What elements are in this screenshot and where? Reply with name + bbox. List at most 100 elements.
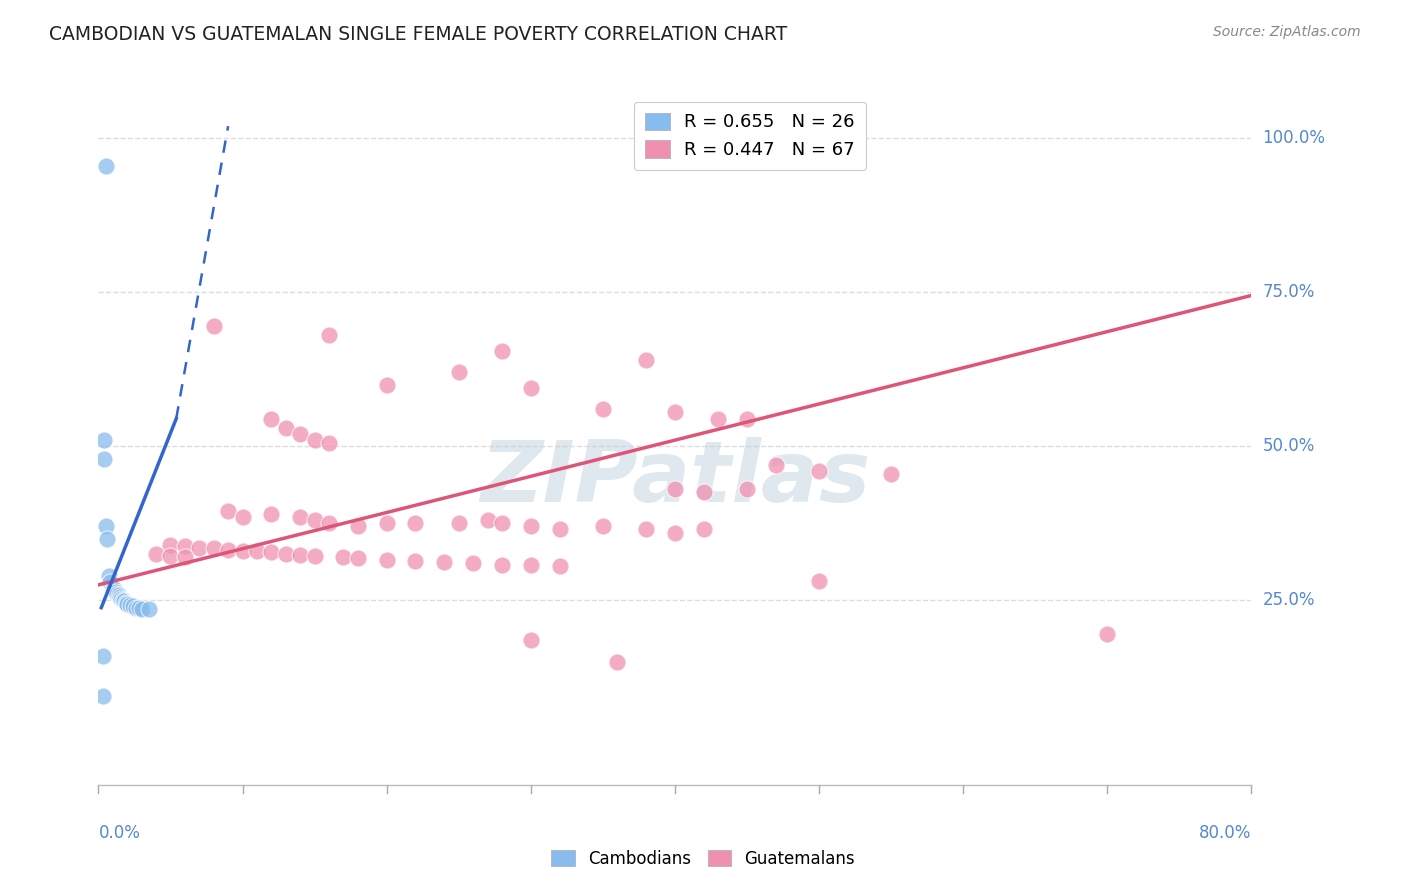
Point [159, 538, 181, 552]
Point [202, 319, 225, 334]
Point [110, 592, 132, 607]
Point [304, 549, 326, 563]
Point [318, 328, 340, 343]
Point [461, 557, 484, 571]
Point [174, 550, 197, 565]
Text: 80.0%: 80.0% [1199, 824, 1251, 842]
Point [693, 485, 716, 500]
Point [304, 433, 326, 447]
Point [520, 381, 543, 395]
Point [94, 159, 117, 173]
Point [735, 483, 758, 497]
Point [94, 519, 117, 533]
Point [375, 377, 398, 392]
Point [174, 539, 197, 553]
Point [1097, 627, 1119, 641]
Point [664, 483, 686, 497]
Text: 100.0%: 100.0% [1263, 129, 1326, 147]
Point [246, 544, 269, 558]
Point [138, 602, 160, 616]
Text: CAMBODIAN VS GUATEMALAN SINGLE FEMALE POVERTY CORRELATION CHART: CAMBODIAN VS GUATEMALAN SINGLE FEMALE PO… [49, 25, 787, 44]
Point [260, 411, 283, 425]
Point [664, 405, 686, 419]
Point [548, 523, 571, 537]
Point [108, 590, 131, 604]
Point [592, 402, 614, 417]
Point [188, 541, 211, 555]
Point [128, 601, 150, 615]
Point [122, 599, 145, 614]
Point [664, 525, 686, 540]
Point [735, 411, 758, 425]
Point [606, 655, 628, 669]
Point [707, 411, 730, 425]
Point [375, 516, 398, 531]
Point [290, 427, 312, 442]
Point [808, 464, 831, 478]
Point [97, 568, 120, 582]
Legend: Cambodians, Guatemalans: Cambodians, Guatemalans [544, 844, 862, 875]
Text: 25.0%: 25.0% [1263, 591, 1315, 609]
Text: Source: ZipAtlas.com: Source: ZipAtlas.com [1213, 25, 1361, 39]
Point [231, 544, 254, 558]
Point [91, 689, 114, 703]
Point [808, 574, 831, 588]
Point [491, 558, 513, 572]
Point [107, 588, 129, 602]
Point [290, 510, 312, 524]
Point [405, 554, 427, 568]
Point [274, 547, 297, 561]
Text: 50.0%: 50.0% [1263, 437, 1315, 455]
Point [103, 582, 125, 596]
Point [318, 436, 340, 450]
Point [332, 550, 354, 565]
Legend: R = 0.655   N = 26, R = 0.447   N = 67: R = 0.655 N = 26, R = 0.447 N = 67 [634, 102, 866, 170]
Point [346, 551, 368, 566]
Point [433, 555, 456, 569]
Point [217, 504, 239, 518]
Point [125, 600, 148, 615]
Point [112, 594, 135, 608]
Point [290, 549, 312, 563]
Point [636, 523, 658, 537]
Point [159, 549, 181, 563]
Point [592, 519, 614, 533]
Point [105, 587, 128, 601]
Point [447, 516, 470, 531]
Point [880, 467, 903, 481]
Point [765, 458, 787, 472]
Point [104, 584, 127, 599]
Point [217, 542, 239, 557]
Point [96, 532, 118, 546]
Point [346, 519, 368, 533]
Point [318, 516, 340, 531]
Point [520, 633, 543, 648]
Point [520, 558, 543, 573]
Point [375, 553, 398, 567]
Point [131, 602, 153, 616]
Point [231, 510, 254, 524]
Point [101, 581, 124, 595]
Point [304, 513, 326, 527]
Point [405, 516, 427, 531]
Point [120, 598, 142, 612]
Point [202, 541, 225, 555]
Point [274, 421, 297, 435]
Point [491, 516, 513, 531]
Text: 75.0%: 75.0% [1263, 284, 1315, 301]
Point [93, 451, 115, 466]
Point [117, 597, 139, 611]
Point [93, 433, 115, 447]
Point [477, 513, 499, 527]
Point [145, 547, 167, 561]
Point [520, 519, 543, 533]
Point [693, 523, 716, 537]
Point [491, 343, 513, 358]
Point [91, 648, 114, 663]
Point [111, 593, 134, 607]
Point [114, 596, 136, 610]
Point [98, 574, 121, 589]
Point [260, 545, 283, 559]
Point [548, 559, 571, 574]
Text: ZIPatlas: ZIPatlas [479, 437, 870, 520]
